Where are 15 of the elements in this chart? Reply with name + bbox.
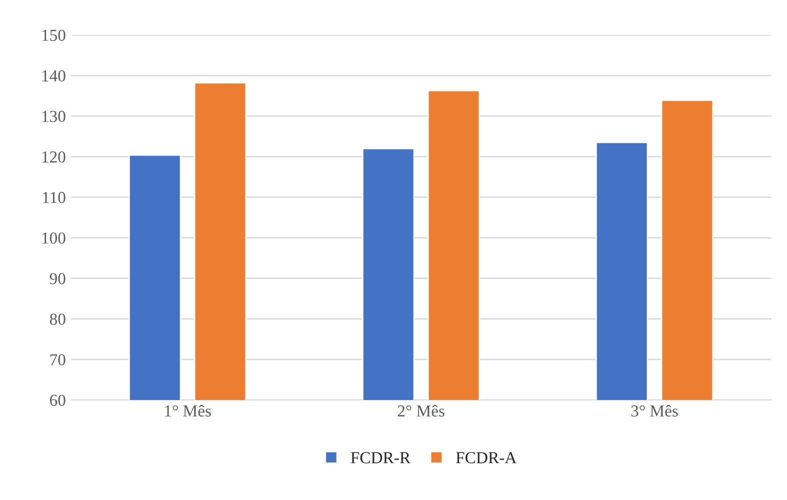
legend-label: FCDR-R: [350, 452, 411, 464]
y-tick-label: 70: [50, 354, 66, 366]
y-tick-label: 140: [42, 70, 66, 82]
x-tick-label: 2° Mês: [398, 404, 444, 417]
x-tick-label: 1° Mês: [165, 404, 211, 417]
y-tick-label: 80: [50, 314, 66, 325]
y-tick-label: 120: [42, 151, 66, 163]
legend-label: FCDR-A: [456, 452, 517, 464]
y-tick-label: 100: [42, 232, 66, 244]
y-tick-label: 110: [43, 192, 66, 204]
x-tick-label: 3° Mês: [631, 404, 678, 417]
y-tick-label: 130: [42, 110, 66, 122]
y-tick-label: 60: [50, 394, 66, 406]
y-tick-label: 90: [50, 273, 66, 284]
y-tick-label: 150: [42, 30, 66, 41]
